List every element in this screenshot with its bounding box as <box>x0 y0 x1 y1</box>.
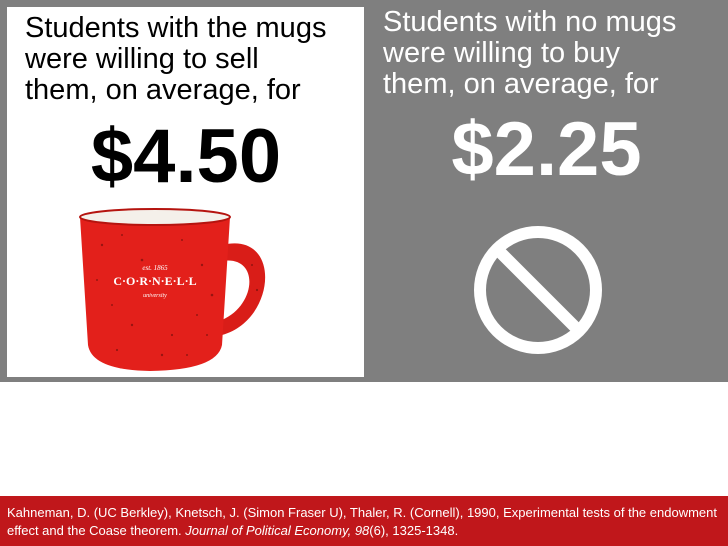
prohibited-icon <box>474 226 602 354</box>
left-panel-heading: Students with the mugs were willing to s… <box>25 13 355 106</box>
mug-est-text: est. 1865 <box>142 264 168 272</box>
buy-price: $2.25 <box>451 107 642 192</box>
mug-brand-text: C·O·R·N·E·L·L <box>113 274 196 288</box>
cornell-mug-image: est. 1865 C·O·R·N·E·L·L university <box>79 208 266 371</box>
right-panel-heading: Students with no mugs were willing to bu… <box>383 7 713 100</box>
left-heading-line-1: Students with the mugs <box>25 12 327 44</box>
sell-price: $4.50 <box>90 114 282 199</box>
left-heading-line-2: were willing to sell <box>25 43 259 75</box>
citation-footer: Kahneman, D. (UC Berkley), Knetsch, J. (… <box>0 496 728 546</box>
right-heading-line-1: Students with no mugs <box>383 6 677 38</box>
mug-handle <box>222 243 266 335</box>
right-heading-line-2: were willing to buy <box>383 37 620 69</box>
citation-authors: Kahneman, D. (UC Berkley), Knetsch, J. (… <box>7 505 717 538</box>
left-heading-line-3: them, on average, for <box>25 74 301 106</box>
left-panel: Students with the mugs were willing to s… <box>7 7 364 377</box>
mug-university-text: university <box>143 293 167 299</box>
citation-pages: (6), 1325-1348. <box>369 523 459 538</box>
mug-rim <box>79 208 231 226</box>
citation-journal: Journal of Political Economy, 98 <box>185 523 370 538</box>
right-heading-line-3: them, on average, for <box>383 68 659 100</box>
citation-text: Kahneman, D. (UC Berkley), Knetsch, J. (… <box>7 504 723 540</box>
mug-body <box>80 213 230 371</box>
